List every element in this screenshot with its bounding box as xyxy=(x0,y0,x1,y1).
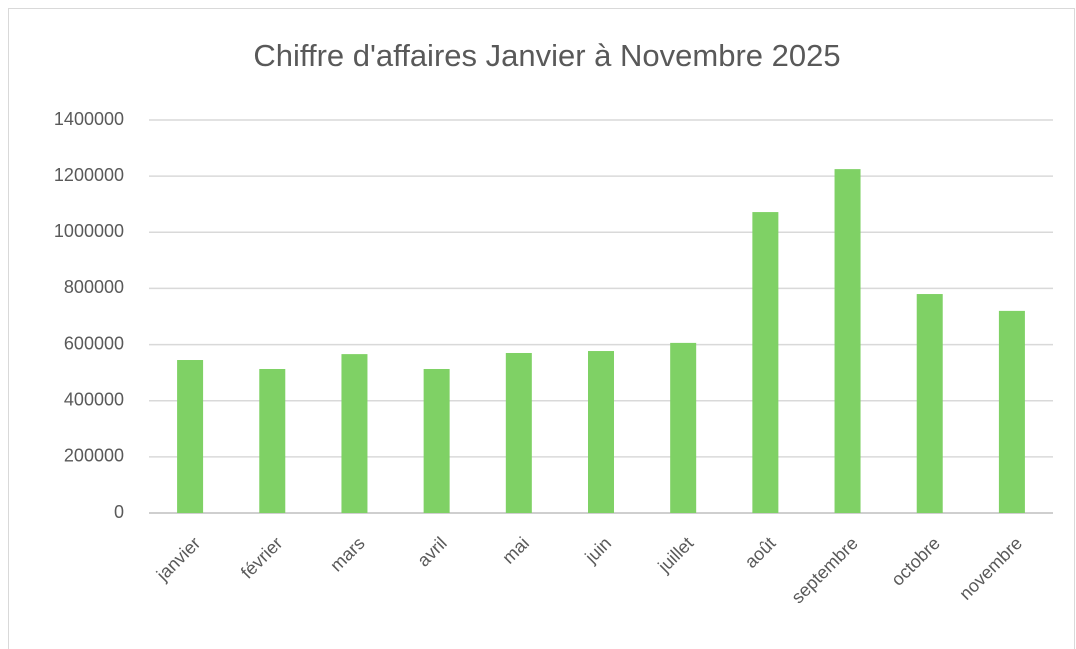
y-tick-label: 600000 xyxy=(64,333,124,353)
chart-title: Chiffre d'affaires Janvier à Novembre 20… xyxy=(253,38,840,73)
y-tick-label: 400000 xyxy=(64,389,124,409)
y-tick-label: 1000000 xyxy=(54,221,124,241)
y-tick-label: 200000 xyxy=(64,446,124,466)
bar xyxy=(670,342,697,513)
y-tick-label: 800000 xyxy=(64,277,124,297)
y-tick-label: 1400000 xyxy=(54,109,124,129)
chart-border xyxy=(8,8,1075,649)
y-tick-label: 0 xyxy=(114,502,124,522)
bar xyxy=(341,354,368,513)
bar xyxy=(505,352,532,513)
bar xyxy=(998,310,1025,513)
bar xyxy=(423,368,450,513)
bar xyxy=(588,351,614,513)
bar xyxy=(916,294,943,513)
bar xyxy=(752,212,779,513)
bar xyxy=(259,368,286,513)
bar xyxy=(177,360,204,513)
y-tick-label: 1200000 xyxy=(54,165,124,185)
bar xyxy=(834,169,861,513)
